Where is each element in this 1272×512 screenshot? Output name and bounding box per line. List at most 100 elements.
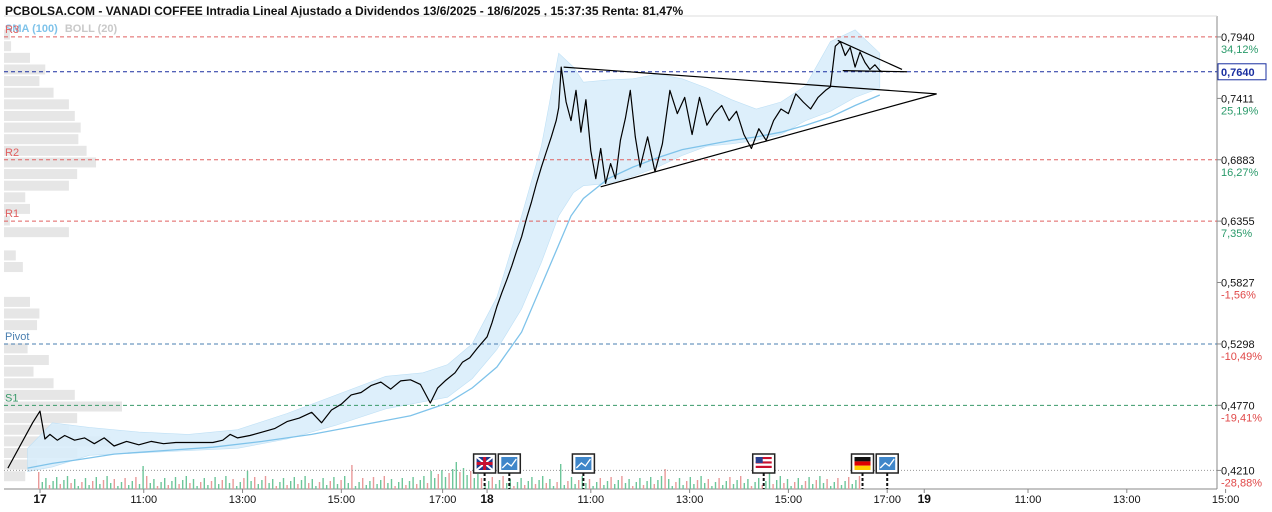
volume-profile-bar — [4, 296, 30, 307]
volume-bar — [480, 478, 483, 489]
volume-bar — [102, 480, 105, 489]
volume-bar — [538, 480, 540, 489]
volume-bar — [772, 484, 774, 489]
volume-bar — [783, 483, 785, 489]
volume-bar — [196, 486, 198, 489]
volume-bar — [380, 480, 382, 489]
volume-bar — [732, 484, 735, 489]
y-tick-pct-label: -19,41% — [1221, 412, 1262, 424]
volume-bar — [124, 478, 126, 489]
volume-profile-bar — [4, 134, 79, 145]
volume-bar — [200, 482, 202, 489]
y-tick-pct-label: 25,19% — [1221, 105, 1259, 117]
pennant-lower[interactable] — [842, 70, 907, 73]
level-label-r2: R2 — [5, 147, 19, 159]
volume-bar — [426, 483, 429, 489]
volume-bar — [257, 484, 259, 489]
volume-bar — [412, 477, 414, 489]
volume-bar — [714, 482, 717, 489]
volume-bar — [491, 477, 493, 489]
volume-bar — [340, 480, 342, 489]
volume-bar — [552, 486, 555, 489]
volume-bar — [66, 476, 69, 489]
pennant-upper[interactable] — [837, 39, 903, 71]
volume-bar — [243, 478, 245, 489]
news-icon[interactable] — [875, 453, 899, 489]
volume-profile-bar — [4, 366, 34, 377]
y-tick-label: 0,5827 — [1221, 277, 1255, 289]
y-tick-label: 0,7411 — [1221, 93, 1254, 105]
volume-bar — [516, 482, 519, 489]
volume-bar — [840, 485, 843, 489]
volume-profile-bar — [4, 64, 46, 75]
volume-bar — [142, 466, 144, 489]
sma-legend-label[interactable]: SMA (100) — [5, 23, 58, 35]
volume-bar — [95, 477, 97, 489]
volume-bar — [38, 472, 40, 489]
volume-profile-bar — [4, 87, 54, 98]
news-icon[interactable] — [571, 453, 596, 489]
volume-bar — [452, 469, 454, 489]
volume-bar — [556, 482, 558, 489]
volume-bar — [311, 479, 313, 489]
us-flag-icon[interactable] — [751, 453, 776, 489]
x-tick-label: 17 — [33, 492, 47, 506]
y-tick-pct-label: -10,49% — [1221, 351, 1262, 363]
volume-bar — [498, 480, 501, 489]
volume-bar — [801, 485, 803, 489]
volume-bar — [725, 481, 727, 489]
volume-bar — [63, 480, 65, 489]
volume-profile-bar — [4, 99, 69, 110]
volume-bar — [837, 478, 839, 489]
volume-profile-bar — [4, 169, 78, 180]
price-line[interactable] — [7, 40, 883, 469]
bollinger-band — [27, 29, 881, 472]
volume-bar — [254, 477, 256, 489]
upper-trendline[interactable] — [563, 66, 937, 95]
volume-bar — [851, 484, 853, 489]
volume-bar — [711, 486, 713, 489]
volume-bar — [405, 485, 407, 489]
x-tick-label: 15:00 — [1212, 494, 1240, 506]
germany-flag-icon[interactable] — [850, 453, 875, 489]
volume-bar — [214, 477, 216, 489]
volume-bar — [632, 486, 634, 489]
volume-bar — [84, 478, 87, 489]
volume-profile-bar — [4, 413, 78, 424]
volume-bar — [153, 479, 155, 489]
volume-bar — [592, 486, 594, 489]
news-icon[interactable] — [497, 453, 522, 489]
lower-trendline[interactable] — [600, 93, 937, 188]
volume-bar — [156, 486, 159, 489]
current-price-tag — [1217, 63, 1267, 81]
volume-bar — [617, 480, 619, 489]
volume-bar — [182, 480, 184, 489]
volume-profile-bar — [4, 401, 122, 412]
uk-flag-icon[interactable] — [472, 453, 497, 489]
volume-bar — [354, 486, 357, 489]
volume-bar — [671, 486, 673, 489]
volume-bar — [794, 482, 796, 489]
volume-bar — [650, 477, 652, 489]
volume-bar — [473, 478, 475, 489]
volume-profile-bar — [4, 227, 69, 238]
volume-bar — [459, 472, 461, 489]
volume-bar — [621, 476, 623, 489]
level-label-r1: R1 — [5, 208, 19, 220]
volume-bar — [588, 479, 591, 489]
volume-bar — [574, 484, 576, 489]
y-tick-pct-label: 16,27% — [1221, 167, 1259, 179]
volume-bar — [614, 484, 616, 489]
volume-bar — [279, 482, 281, 489]
volume-profile-bar — [4, 180, 69, 191]
bollinger-legend-label[interactable]: BOLL (20) — [64, 23, 118, 35]
volume-profile-bar — [4, 110, 75, 121]
y-tick-pct-label: 7,35% — [1221, 228, 1252, 240]
y-tick-pct-label: 34,12% — [1221, 44, 1259, 56]
x-tick-label: 13:00 — [676, 494, 704, 506]
volume-bar — [333, 477, 335, 489]
volume-bar — [570, 477, 573, 489]
volume-bar — [524, 485, 526, 489]
volume-profile-bar — [4, 52, 30, 63]
